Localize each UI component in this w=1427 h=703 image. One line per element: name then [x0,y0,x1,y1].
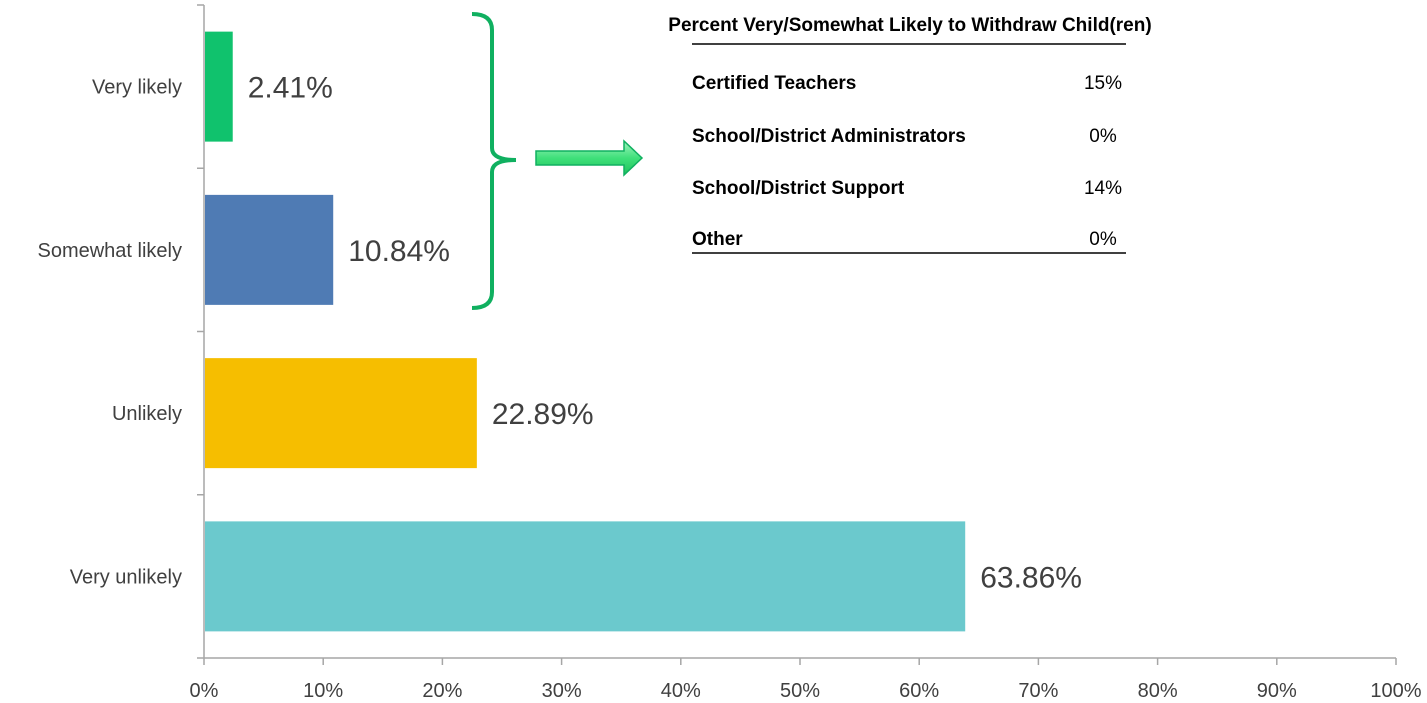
bar [205,358,477,469]
bar [205,521,966,632]
bar [205,31,233,142]
bracket-annotation [471,12,517,310]
category-label: Somewhat likely [37,240,182,262]
table-row-value: 0% [1089,126,1117,147]
table-row-value: 14% [1084,178,1122,199]
data-label: 10.84% [348,235,450,268]
data-labels: 2.41% 10.84% 22.89% 63.86% [248,72,1082,595]
x-tick-label: 80% [1138,680,1178,702]
category-label: Very unlikely [70,566,182,588]
table-row-label: School/District Support [692,178,905,199]
x-tick-label: 50% [780,680,820,702]
category-labels: Very likely Somewhat likely Unlikely Very u… [37,77,182,589]
x-tick-label: 30% [542,680,582,702]
x-tick-label: 90% [1257,680,1297,702]
table-row-value: 15% [1084,73,1122,94]
axes [197,4,1397,665]
table-row-value: 0% [1089,229,1117,250]
annotation-table: Percent Very/Somewhat Likely to Withdraw… [668,15,1152,254]
table-row-label: School/District Administrators [692,126,966,147]
category-label: Very likely [92,77,182,99]
x-tick-label: 100% [1370,680,1421,702]
x-tick-label: 10% [303,680,343,702]
data-label: 22.89% [492,398,594,431]
table-row-label: Other [692,229,743,250]
x-tick-label: 40% [661,680,701,702]
x-tick-label: 60% [899,680,939,702]
data-label: 2.41% [248,72,333,105]
bar [205,194,334,305]
x-tick-labels: 0% 10% 20% 30% 40% 50% 60% 70% 80% 90% 100% [190,680,1422,702]
table-row-label: Certified Teachers [692,73,856,94]
table-title: Percent Very/Somewhat Likely to Withdraw… [668,15,1151,36]
arrow-annotation [535,139,644,177]
category-label: Unlikely [112,403,182,425]
x-tick-label: 20% [422,680,462,702]
x-tick-label: 0% [190,680,219,702]
data-label: 63.86% [980,561,1082,594]
bars [205,31,966,632]
x-tick-label: 70% [1018,680,1058,702]
